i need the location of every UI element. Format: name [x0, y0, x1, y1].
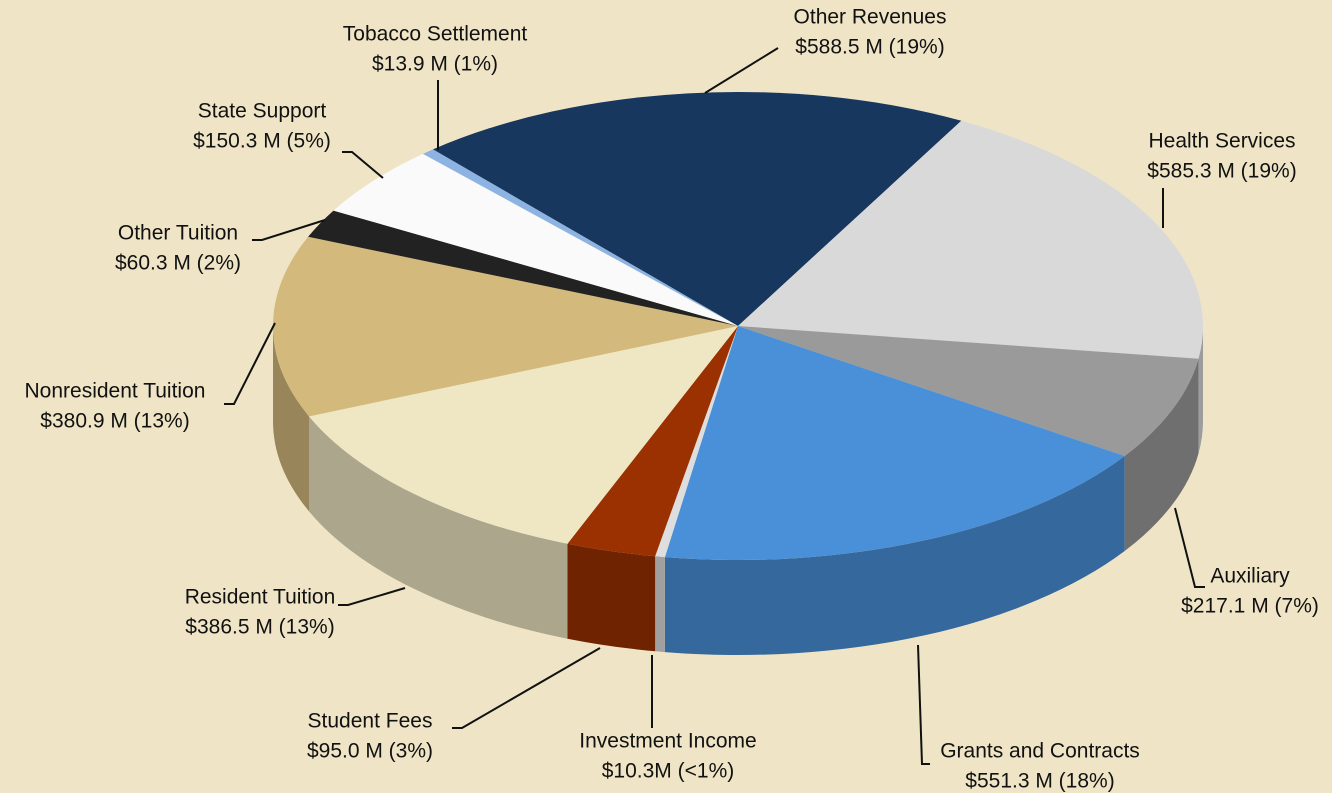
slice-name: Auxiliary — [1210, 565, 1290, 588]
slice-value-label: $551.3 M (18%) — [965, 770, 1114, 793]
pie-side — [1198, 326, 1203, 454]
leader-line — [704, 47, 779, 94]
leader-line — [252, 219, 326, 241]
slice-value-label: $585.3 M (19%) — [1147, 160, 1296, 183]
slice-name: Nonresident Tuition — [25, 380, 206, 403]
pie-slice — [738, 120, 1204, 359]
leader-line — [342, 151, 384, 179]
slice-name: Student Fees — [308, 710, 433, 733]
leader-line — [224, 322, 276, 405]
slice-name: State Support — [198, 100, 327, 123]
slice-value-label: $60.3 M (2%) — [115, 252, 241, 275]
slice-name: Investment Income — [579, 730, 756, 753]
pie-slice — [308, 210, 738, 326]
leader-line — [917, 644, 930, 765]
slice-value-label: $380.9 M (13%) — [40, 410, 189, 433]
pie-slice — [333, 153, 738, 326]
pie-side — [309, 416, 568, 639]
pie-side — [273, 326, 310, 512]
slice-name: Resident Tuition — [185, 586, 336, 609]
slice-value-label: $95.0 M (3%) — [307, 740, 433, 763]
leader-line — [452, 647, 601, 729]
slice-value-label: $150.3 M (5%) — [193, 130, 331, 153]
leader-line — [1174, 507, 1205, 588]
pie-side — [567, 543, 656, 652]
pie-side — [1124, 358, 1199, 551]
pie-slice — [273, 236, 738, 417]
slice-value-label: $386.5 M (13%) — [185, 616, 334, 639]
pie-slice — [309, 326, 738, 544]
slice-value-label: $217.1 M (7%) — [1181, 595, 1319, 618]
pie-side — [655, 556, 665, 653]
pie-slice — [655, 326, 738, 558]
pie-slice — [664, 326, 1125, 560]
pie-slice — [422, 149, 738, 326]
slice-name: Health Services — [1148, 130, 1295, 153]
slice-name: Tobacco Settlement — [343, 23, 528, 46]
slice-name: Other Revenues — [794, 6, 947, 29]
slice-value-label: $588.5 M (19%) — [795, 36, 944, 59]
pie-slice — [432, 92, 962, 326]
leader-line — [338, 587, 406, 606]
slice-value-label: $13.9 M (1%) — [372, 53, 498, 76]
pie-slice — [738, 326, 1199, 456]
slice-name: Other Tuition — [118, 222, 238, 245]
slice-name: Grants and Contracts — [940, 740, 1140, 763]
pie-side — [664, 455, 1125, 655]
pie-slice — [567, 326, 738, 557]
slice-value-label: $10.3M (<1%) — [602, 760, 734, 783]
